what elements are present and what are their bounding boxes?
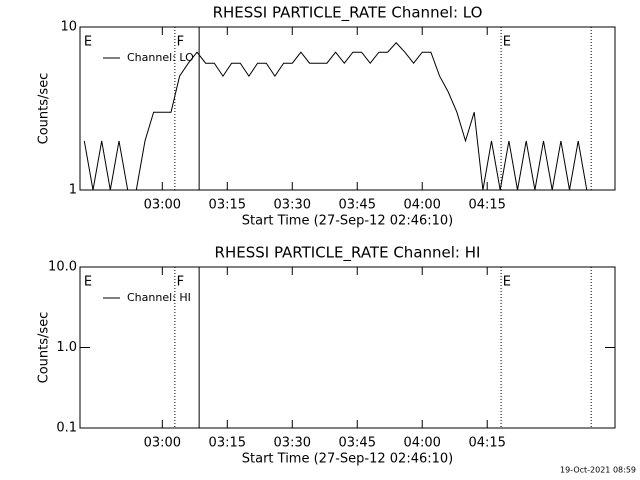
event-flag: E — [503, 35, 511, 50]
x-tick-label: 04:15 — [468, 436, 505, 451]
event-flag: F — [177, 275, 184, 290]
y-axis-label: Counts/sec — [37, 73, 52, 145]
y-tick-label: 1.0 — [56, 340, 77, 355]
x-axis-label: Start Time (27-Sep-12 02:46:10) — [242, 452, 453, 467]
x-tick-label: 04:00 — [403, 436, 440, 451]
x-tick-label: 03:45 — [339, 198, 376, 213]
x-tick-label: 03:30 — [274, 436, 311, 451]
footer: 19-Oct-2021 08:59 — [560, 466, 636, 475]
chart-title: RHESSI PARTICLE_RATE Channel: HI — [215, 244, 481, 263]
y-tick-label: 0.1 — [56, 421, 77, 436]
legend-label: Channel: LO — [127, 51, 194, 64]
y-tick-label: 10.0 — [48, 260, 77, 275]
x-tick-label: 04:15 — [468, 198, 505, 213]
x-tick-label: 03:00 — [144, 198, 181, 213]
event-flag: E — [84, 35, 92, 50]
event-flag: E — [503, 275, 511, 290]
x-tick-label: 03:15 — [209, 436, 246, 451]
x-axis-label: Start Time (27-Sep-12 02:46:10) — [242, 214, 453, 229]
x-tick-label: 03:45 — [339, 436, 376, 451]
chart-title: RHESSI PARTICLE_RATE Channel: LO — [213, 4, 483, 23]
plot-frame — [79, 26, 616, 191]
y-tick-label: 1 — [69, 183, 77, 198]
x-tick-label: 03:00 — [144, 436, 181, 451]
legend-label: Channel: HI — [127, 291, 191, 304]
event-flag: F — [177, 35, 184, 50]
event-flag: E — [84, 275, 92, 290]
y-tick-label: 10 — [60, 20, 77, 35]
data-line — [83, 42, 588, 191]
x-tick-label: 04:00 — [403, 198, 440, 213]
x-tick-label: 03:30 — [274, 198, 311, 213]
y-axis-label: Counts/sec — [37, 312, 52, 384]
x-tick-label: 03:15 — [209, 198, 246, 213]
